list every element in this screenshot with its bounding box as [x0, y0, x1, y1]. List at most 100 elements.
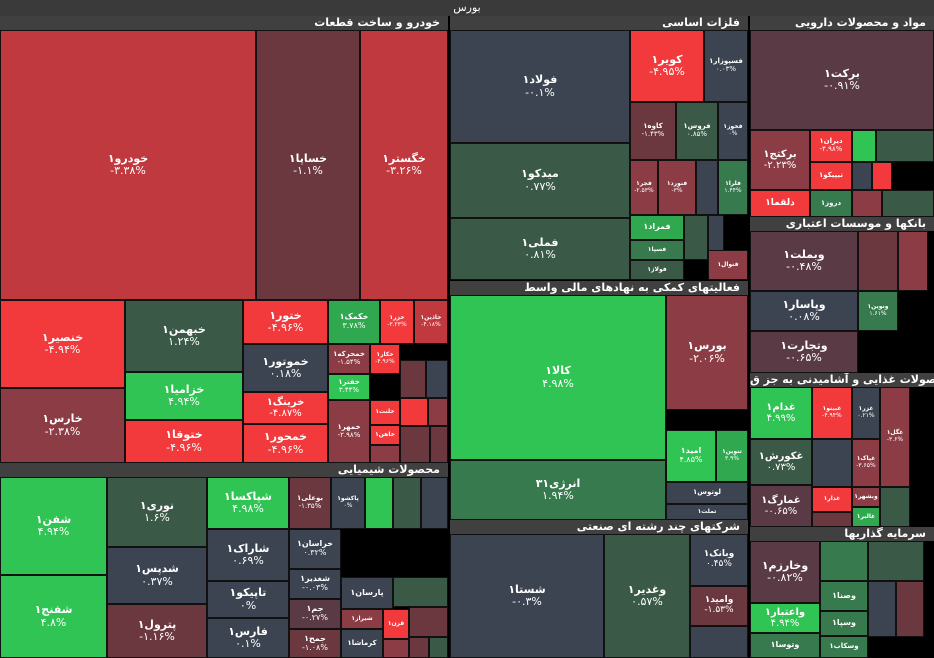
stock-tile[interactable]: [896, 581, 924, 637]
stock-tile[interactable]: [868, 541, 924, 581]
stock-tile[interactable]: ختوقا۱ -۴.۹۶%: [125, 420, 243, 463]
stock-tile[interactable]: [858, 231, 898, 291]
stock-tile[interactable]: فنوال۱: [708, 250, 748, 280]
sector-header-invest[interactable]: سرمایه گذاریها: [750, 527, 934, 541]
stock-tile[interactable]: خزامیا۱ ۴.۹۴%: [125, 372, 243, 420]
stock-tile[interactable]: [393, 577, 448, 607]
stock-tile[interactable]: [812, 439, 852, 487]
stock-tile[interactable]: [365, 477, 393, 529]
stock-tile[interactable]: [820, 541, 868, 581]
stock-tile[interactable]: شغدیر۱ -۰.۰۳%: [289, 569, 341, 599]
stock-tile[interactable]: دروز۱: [810, 190, 852, 217]
stock-tile[interactable]: خکمک۱ ۳.۷۸%: [328, 300, 380, 344]
stock-tile[interactable]: امید۱ ۴.۸۵%: [666, 430, 716, 482]
stock-tile[interactable]: [409, 607, 448, 637]
stock-tile[interactable]: غدار۱: [812, 487, 852, 512]
stock-tile[interactable]: [393, 477, 421, 529]
stock-tile[interactable]: تنوین۱ ۳.۹%: [716, 430, 748, 482]
stock-tile[interactable]: وصنا۱: [820, 581, 868, 611]
stock-tile[interactable]: کاوه۱ -۱.۴۳%: [630, 102, 676, 160]
stock-tile[interactable]: غبینو۱ -۴.۹۴%: [812, 387, 852, 439]
stock-tile[interactable]: خاهن۱: [370, 425, 400, 445]
stock-tile[interactable]: تملت۱: [666, 504, 748, 520]
stock-tile[interactable]: فملی۱ ۰.۸۱%: [450, 218, 630, 280]
sector-header-banks[interactable]: بانکها و موسسات اعتباری: [750, 217, 934, 231]
stock-tile[interactable]: [898, 231, 928, 291]
stock-tile[interactable]: فنورد۱ -۳%: [658, 160, 696, 215]
stock-tile[interactable]: غالبر۱: [852, 507, 880, 527]
stock-tile[interactable]: خمحور۱ -۴.۹۶%: [243, 424, 328, 463]
stock-tile[interactable]: فسپوزار۱ ۰.۰۳%: [704, 30, 748, 102]
stock-tile[interactable]: وپاسار۱ ۰.۰۸%: [750, 291, 858, 331]
stock-tile[interactable]: [876, 130, 934, 162]
stock-tile[interactable]: [812, 512, 852, 527]
stock-tile[interactable]: [421, 477, 448, 529]
sector-header-pharma[interactable]: مواد و محصولات دارویی: [750, 16, 934, 30]
stock-tile[interactable]: وسپا۱: [820, 611, 868, 636]
stock-tile[interactable]: [696, 160, 718, 215]
stock-tile[interactable]: [400, 398, 428, 426]
stock-tile[interactable]: تیپیکو۱: [810, 162, 852, 190]
stock-tile[interactable]: خکار۱ -۴.۹۶%: [370, 344, 400, 374]
stock-tile[interactable]: خاذین۱ -۴.۱۸%: [414, 300, 448, 344]
stock-tile[interactable]: ونوین۱ ۱.۶۱%: [858, 291, 898, 331]
stock-tile[interactable]: خنصیر۱ -۴.۹۴%: [0, 300, 125, 388]
stock-tile[interactable]: [383, 639, 409, 658]
stock-tile[interactable]: وخارزم۱ -۰.۸۲%: [750, 541, 820, 603]
stock-tile[interactable]: دلقما۱: [750, 190, 810, 217]
stock-tile[interactable]: [852, 162, 872, 190]
stock-tile[interactable]: شپاکسا۱ ۴.۹۸%: [207, 477, 289, 529]
stock-tile[interactable]: بورس۱ -۲.۰۶%: [666, 295, 748, 410]
stock-tile[interactable]: شفنج۱ ۴.۸%: [0, 575, 107, 658]
stock-tile[interactable]: وغدیر۱ ۰.۵۷%: [604, 534, 690, 658]
stock-tile[interactable]: خموتور۱ ۰.۱۸%: [243, 344, 328, 392]
stock-tile[interactable]: انرژی۳۱ ۱.۹۴%: [450, 460, 666, 520]
stock-tile[interactable]: کویر۱ -۴.۹۵%: [630, 30, 704, 102]
stock-tile[interactable]: فولاد۱ -۰.۱%: [450, 30, 630, 143]
stock-tile[interactable]: وبشهر۱: [852, 487, 880, 507]
stock-tile[interactable]: فولاژ۱: [630, 260, 684, 280]
stock-tile[interactable]: قرن۱: [383, 609, 409, 639]
stock-tile[interactable]: شستا۱ -۰.۳%: [450, 534, 604, 658]
stock-tile[interactable]: شاراک۱ ۰.۶۹%: [207, 529, 289, 581]
stock-tile[interactable]: [882, 190, 934, 217]
stock-tile[interactable]: [428, 398, 448, 426]
stock-tile[interactable]: [690, 626, 748, 658]
stock-tile[interactable]: خگستر۱ -۳.۲۶%: [360, 30, 448, 300]
stock-tile[interactable]: غدام۱ ۴.۹۹%: [750, 387, 812, 439]
stock-tile[interactable]: وامید۱ -۱.۵۳%: [690, 586, 748, 626]
stock-tile[interactable]: خرینگ۱ -۴.۸۷%: [243, 392, 328, 424]
stock-tile[interactable]: [868, 581, 896, 637]
stock-tile[interactable]: وتوسا۱: [750, 633, 820, 658]
sector-header-food[interactable]: محصولات غذایی و آشامیدنی به جز ق: [750, 373, 934, 387]
stock-tile[interactable]: خودرو۱ -۳.۳۸%: [0, 30, 256, 300]
stock-tile[interactable]: تاپیکو۱ ۰%: [207, 581, 289, 618]
stock-tile[interactable]: [430, 426, 448, 463]
stock-tile[interactable]: وتجارت۱ -۰.۶۵%: [750, 331, 858, 373]
stock-tile[interactable]: وبملت۱ -۰.۴۸%: [750, 231, 858, 291]
stock-tile[interactable]: غگل۱ -۳.۶%: [880, 387, 910, 487]
stock-tile[interactable]: نوری۱ ۱.۶%: [107, 477, 207, 547]
stock-tile[interactable]: غکورش۱ ۰.۷۳%: [750, 439, 812, 485]
stock-tile[interactable]: فمراد۱: [630, 215, 684, 240]
stock-tile[interactable]: پترول۱ -۱.۱۶%: [107, 604, 207, 658]
stock-tile[interactable]: برکتج۱ -۲.۲۳%: [750, 130, 810, 190]
stock-tile[interactable]: وسکاب۱: [820, 636, 868, 658]
stock-tile[interactable]: کالا۱ ۴.۹۸%: [450, 295, 666, 460]
stock-tile[interactable]: خمهر۱ -۲.۹۸%: [328, 400, 370, 463]
stock-tile[interactable]: فسپا۱: [630, 240, 684, 260]
stock-tile[interactable]: ختور۱ -۴.۹۶%: [243, 300, 328, 344]
stock-tile[interactable]: [872, 162, 892, 190]
stock-tile[interactable]: خفنر۱ ۳.۴۴%: [328, 374, 370, 400]
stock-tile[interactable]: غپاک۱ -۳.۶۵%: [852, 439, 880, 487]
stock-tile[interactable]: فارس۱ ۰.۱%: [207, 618, 289, 658]
stock-tile[interactable]: پارسان۱: [341, 577, 393, 609]
sector-header-auto[interactable]: خودرو و ساخت قطعات: [0, 16, 448, 30]
stock-tile[interactable]: دیران۱ -۴.۹۸%: [810, 130, 852, 162]
stock-tile[interactable]: فلرا۱ ۱.۴۴%: [718, 160, 748, 215]
stock-tile[interactable]: خارس۱ -۲.۳۸%: [0, 388, 125, 463]
sector-header-metals[interactable]: فلزات اساسی: [450, 16, 748, 30]
stock-tile[interactable]: واعتبار۱ ۴.۹۴%: [750, 603, 820, 633]
stock-tile[interactable]: فجر۱ -۲.۵۳%: [630, 160, 658, 215]
stock-tile[interactable]: شدپس۱ ۰.۳۷%: [107, 547, 207, 604]
